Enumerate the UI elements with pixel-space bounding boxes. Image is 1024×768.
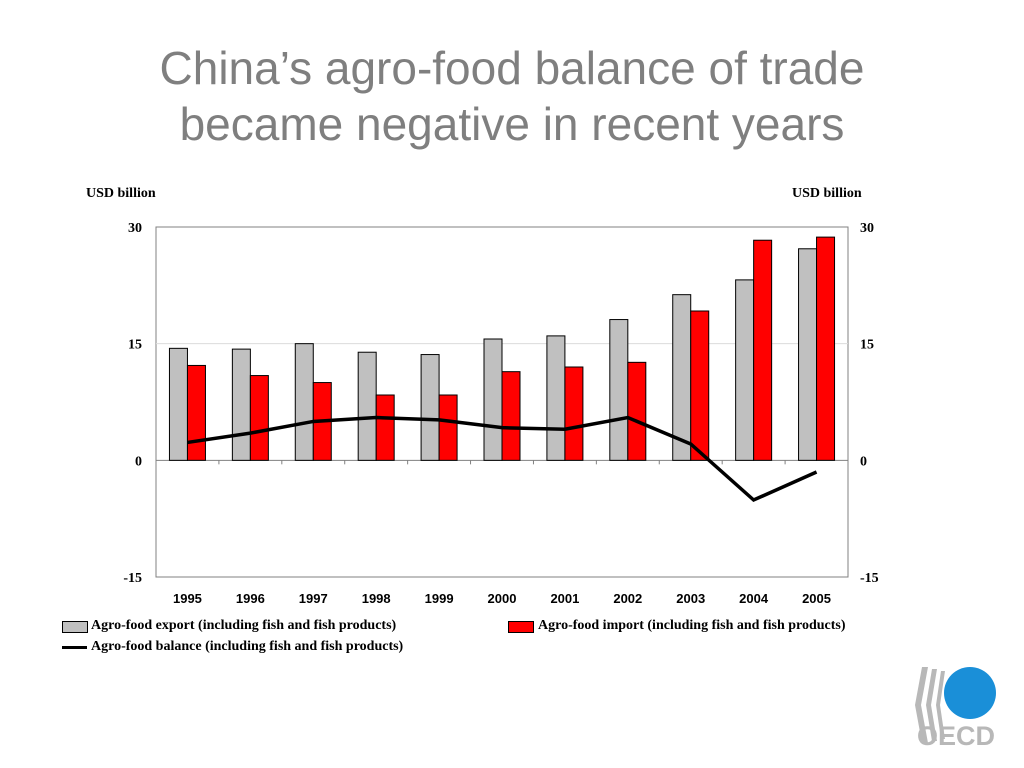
y-tick-label-right: 15 [860, 338, 874, 353]
export-bar [735, 279, 755, 461]
x-tick-label: 1998 [362, 591, 391, 606]
y-tick-label-left: -15 [123, 571, 142, 586]
title-line-2: became negative in recent years [179, 98, 845, 150]
import-bar [501, 371, 521, 461]
export-bar [294, 343, 314, 461]
export-bar [672, 294, 692, 461]
legend-swatch-export [62, 621, 88, 633]
export-bar [357, 351, 377, 461]
legend-label-import: Agro-food import (including fish and fis… [538, 618, 846, 633]
import-bar [627, 361, 647, 461]
legend-label-balance: Agro-food balance (including fish and fi… [91, 639, 404, 654]
export-bar [231, 348, 251, 461]
x-tick-label: 1997 [299, 591, 328, 606]
y-tick-label-left: 30 [128, 221, 142, 236]
y-tick-label-left: 15 [128, 338, 142, 353]
export-bar [420, 354, 440, 461]
x-tick-label: 2005 [802, 591, 831, 606]
import-bar [249, 375, 269, 461]
import-bar [816, 236, 836, 461]
slide-title: China’s agro-food balance of trade becam… [0, 40, 1024, 152]
export-bar [483, 338, 503, 461]
export-bar [546, 335, 566, 461]
import-bar [753, 239, 773, 461]
x-tick-label: 2002 [613, 591, 642, 606]
import-bar [438, 394, 458, 461]
import-bar [564, 366, 584, 461]
x-tick-label: 1996 [236, 591, 265, 606]
import-bar [690, 310, 710, 461]
x-tick-label: 1995 [173, 591, 202, 606]
export-bar [798, 248, 818, 461]
x-tick-label: 2001 [550, 591, 579, 606]
title-line-1: China’s agro-food balance of trade [159, 42, 865, 94]
y-tick-label-right: 0 [860, 454, 867, 469]
import-bar [375, 394, 395, 461]
legend-swatch-import [508, 621, 534, 633]
export-bar [168, 347, 188, 461]
x-tick-label: 2003 [676, 591, 705, 606]
x-tick-label: 2004 [739, 591, 769, 606]
right-axis-unit-label: USD billion [792, 186, 862, 201]
left-axis-unit-label: USD billion [86, 186, 156, 201]
export-bar [609, 319, 629, 461]
y-tick-label-left: 0 [135, 454, 142, 469]
import-bar [186, 364, 206, 461]
x-tick-label: 1999 [425, 591, 454, 606]
x-tick-label: 2000 [488, 591, 517, 606]
oecd-logo-text: OECD [917, 721, 995, 749]
oecd-logo: OECD [915, 667, 996, 749]
y-tick-label-right: -15 [860, 571, 879, 586]
legend-swatch-balance [62, 646, 87, 649]
y-tick-label-right: 30 [860, 221, 874, 236]
legend-label-export: Agro-food export (including fish and fis… [91, 618, 397, 633]
balance-line [187, 415, 818, 503]
